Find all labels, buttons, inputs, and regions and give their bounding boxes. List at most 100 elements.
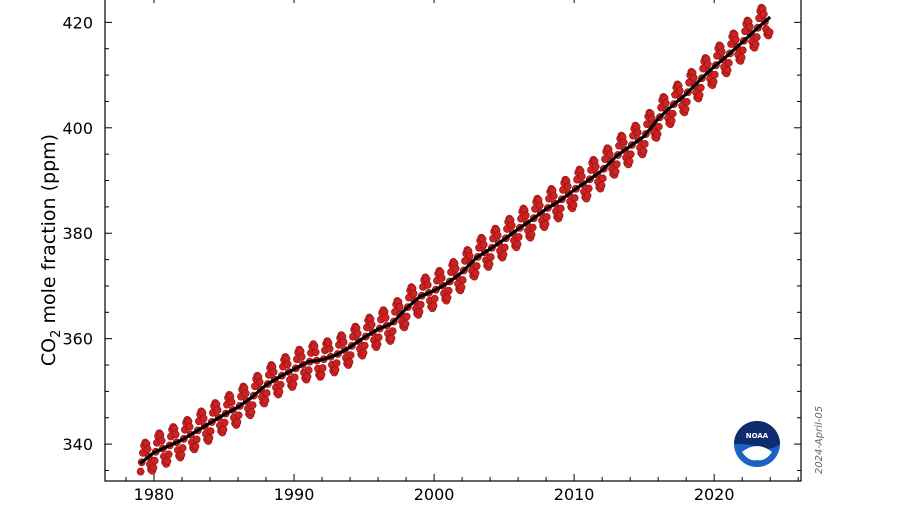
monthly-point <box>709 77 718 86</box>
y-axis-label-main: CO <box>38 338 60 366</box>
monthly-point <box>219 425 228 434</box>
trend-line <box>139 15 772 465</box>
y-tick-label: 400 <box>62 119 93 138</box>
monthly-point <box>535 201 544 210</box>
monthly-point <box>402 312 411 321</box>
monthly-point <box>717 48 726 56</box>
monthly-point <box>311 348 320 357</box>
monthly-point <box>149 463 158 472</box>
monthly-point <box>549 192 558 200</box>
y-tick-label: 420 <box>62 13 93 32</box>
monthly-point <box>507 221 516 230</box>
monthly-point <box>318 364 327 372</box>
monthly-point <box>331 365 340 374</box>
y-tick-label: 360 <box>62 330 93 349</box>
monthly-point <box>177 450 186 459</box>
monthly-point <box>367 320 376 329</box>
monthly-point <box>359 348 368 357</box>
monthly-point <box>233 418 242 427</box>
monthly-point <box>528 223 537 232</box>
monthly-point <box>759 10 768 19</box>
x-tick-label: 1990 <box>274 485 315 504</box>
monthly-point <box>556 204 565 213</box>
monthly-point <box>493 231 502 240</box>
monthly-point <box>542 213 551 221</box>
monthly-point <box>751 40 760 49</box>
noaa-logo: NOAA <box>734 421 780 467</box>
monthly-point <box>695 91 704 99</box>
trend-line-group <box>139 15 772 465</box>
monthly-point <box>479 240 488 249</box>
monthly-point <box>360 341 369 350</box>
monthly-point <box>723 66 732 75</box>
monthly-point <box>521 211 530 220</box>
monthly-point <box>290 373 299 382</box>
monthly-point <box>647 114 656 123</box>
monthly-point <box>269 368 278 376</box>
monthly-point <box>625 157 634 166</box>
monthly-point <box>598 174 607 183</box>
y-tick-label: 380 <box>62 224 93 243</box>
monthly-point <box>633 128 642 137</box>
monthly-point <box>416 300 425 309</box>
monthly-point <box>612 160 621 169</box>
monthly-point <box>387 334 396 343</box>
monthly-point <box>639 147 648 156</box>
monthly-point <box>401 319 410 328</box>
monthly-point <box>745 22 754 31</box>
monthly-point <box>163 457 172 465</box>
y-axis-label-subscript: 2 <box>49 330 64 338</box>
monthly-point <box>409 289 418 298</box>
monthly-point <box>513 240 522 248</box>
monthly-point <box>157 436 166 445</box>
monthly-point <box>661 99 670 108</box>
monthly-point <box>465 252 474 260</box>
monthly-point <box>339 338 348 347</box>
monthly-point <box>227 398 236 407</box>
y-tick-label: 340 <box>62 435 93 454</box>
monthly-point <box>668 109 677 118</box>
monthly-point <box>640 140 649 148</box>
monthly-point <box>430 294 439 303</box>
monthly-point <box>164 450 173 459</box>
monthly-point <box>703 60 712 69</box>
monthly-point <box>303 372 312 381</box>
monthly-point <box>213 406 222 414</box>
monthly-point <box>248 401 257 410</box>
monthly-point <box>345 358 354 366</box>
monthly-point <box>569 201 578 209</box>
monthly-point <box>731 35 740 44</box>
monthly-point <box>317 370 326 379</box>
monthly-point <box>541 220 550 228</box>
monthly-point <box>605 150 614 159</box>
monthly-point <box>591 162 600 171</box>
monthly-point <box>689 74 698 82</box>
tick-labels: 1980 1990 2000 2010 2020 340 360 380 400 420 <box>62 13 734 504</box>
monthly-point <box>304 366 313 375</box>
monthly-point <box>185 422 194 431</box>
monthly-point <box>191 442 200 451</box>
x-tick-label: 1980 <box>134 485 175 504</box>
monthly-point <box>373 340 382 349</box>
y-axis-label-rest: mole fraction (ppm) <box>38 134 60 330</box>
monthly-point <box>374 333 383 342</box>
monthly-point <box>275 387 284 396</box>
monthly-point <box>486 253 495 261</box>
monthly-point <box>234 411 243 420</box>
monthly-point <box>346 351 355 360</box>
noaa-logo-text: NOAA <box>746 432 769 440</box>
monthly-point <box>283 360 292 369</box>
monthly-point <box>171 430 180 439</box>
monthly-point <box>626 150 635 159</box>
monthly-point <box>261 396 270 405</box>
monthly-point <box>192 435 201 444</box>
monthly-point <box>752 33 761 42</box>
monthly-point <box>178 444 187 452</box>
monthly-point <box>555 211 564 220</box>
monthly-point <box>220 418 229 427</box>
monthly-point <box>395 303 404 311</box>
monthly-point <box>381 313 390 322</box>
monthly-point <box>765 28 774 37</box>
monthly-point <box>276 380 285 389</box>
monthly-point <box>297 352 306 361</box>
